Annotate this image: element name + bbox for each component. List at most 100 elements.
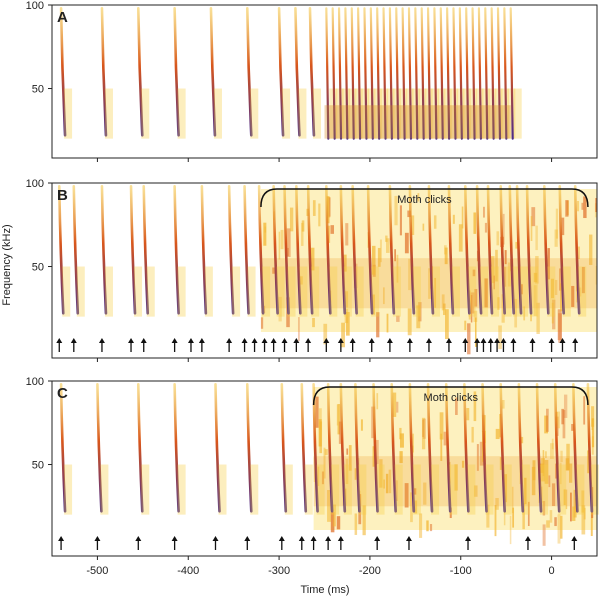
moth-click-streak [559,268,562,291]
x-tick-label: -500 [86,565,108,577]
bat-call [344,7,349,140]
moth-clicks-bracket [260,188,589,208]
moth-click-streak [546,520,550,528]
y-tick-label: 100 [26,178,44,190]
bat-call [277,7,285,137]
moth-click-streak [571,423,575,431]
x-tick-label: -200 [359,565,381,577]
call-arrow [135,536,142,550]
moth-click-streak [470,295,473,323]
call-arrow [510,338,517,352]
moth-click-streak [426,520,429,532]
call-arrow [487,338,494,352]
moth-click-streak [595,198,598,213]
bat-call [444,383,452,513]
call-echo [232,266,241,317]
call-arrow-head [278,536,285,541]
bat-call [486,185,494,315]
call-echo [468,266,477,317]
bat-call [129,185,137,315]
moth-click-streak [554,517,557,527]
call-arrow-head [56,338,63,343]
moth-click-streak [542,500,546,516]
call-echo [312,88,321,139]
bat-call [376,7,381,140]
call-arrow [480,338,487,352]
bat-call [363,7,368,140]
bat-call [499,383,507,513]
moth-click-streak [587,450,590,474]
bat-call [227,185,235,315]
moth-click-streak [524,477,527,505]
moth-click-streak [411,215,415,235]
call-arrow [349,338,356,352]
call-arrow [251,338,258,352]
moth-click-streak [511,486,514,514]
moth-click-streak [452,214,455,224]
moth-click-streak [454,464,458,491]
bat-call [136,7,144,137]
moth-click-streak [336,516,341,530]
moth-click-streak [531,207,536,227]
call-echo [177,464,186,515]
moth-click-streak [324,449,328,456]
call-echo [547,266,556,317]
call-echo [467,464,476,515]
moth-click-streak [473,485,478,497]
call-echo [485,464,494,515]
moth-click-streak [555,463,557,479]
call-arrow [524,536,531,550]
x-axis-label: Time (ms) [300,584,349,596]
moth-click-streak [338,421,342,444]
moth-click-streak [408,258,413,291]
bat-call [477,7,483,140]
call-arrow [323,338,330,352]
call-arrow [298,536,305,550]
call-arrow [278,536,285,550]
moth-click-streak [563,394,568,418]
moth-click-streak [495,428,500,440]
moth-click-streak [318,408,322,430]
moth-click-streak [443,431,447,446]
moth-click-streak [301,222,304,246]
call-arrow-head [293,338,300,343]
moth-click-streak [507,262,511,287]
moth-click-streak [484,278,488,308]
moth-click-streak [346,312,350,336]
bat-call [439,7,444,140]
moth-click-streak [327,490,332,522]
bat-call [257,185,265,315]
moth-click-streak [327,225,331,243]
moth-click-streak [433,215,437,229]
spectrogram-panel-A: A 50 100 [26,0,598,162]
call-arrow [187,338,194,352]
call-arrow-head [212,536,219,541]
moth-click-streak [377,247,381,267]
moth-click-streak [260,317,264,329]
bat-call [245,7,253,137]
call-arrow-head [510,338,517,343]
moth-click-streak [559,283,564,312]
moth-click-streak [572,506,576,521]
bat-call [57,185,65,315]
bat-call [369,7,374,140]
moth-click-streak [536,302,540,334]
call-arrow [374,536,381,550]
moth-click-streak [422,223,425,231]
moth-click-streak [317,466,320,486]
call-arrow-head [261,338,268,343]
moth-click-streak [476,444,479,471]
call-echo [449,464,458,515]
call-arrow [171,536,178,550]
bat-call [420,7,425,140]
moth-click-streak [299,276,303,285]
moth-click-streak [479,441,484,466]
moth-click-band [313,456,597,507]
moth-click-streak [551,483,556,507]
moth-click-streak [466,408,470,421]
moth-click-streak [554,229,558,247]
moth-click-streak [323,447,326,479]
moth-click-streak [514,298,518,328]
call-arrow-head [462,338,469,343]
moth-click-streak [473,310,478,322]
